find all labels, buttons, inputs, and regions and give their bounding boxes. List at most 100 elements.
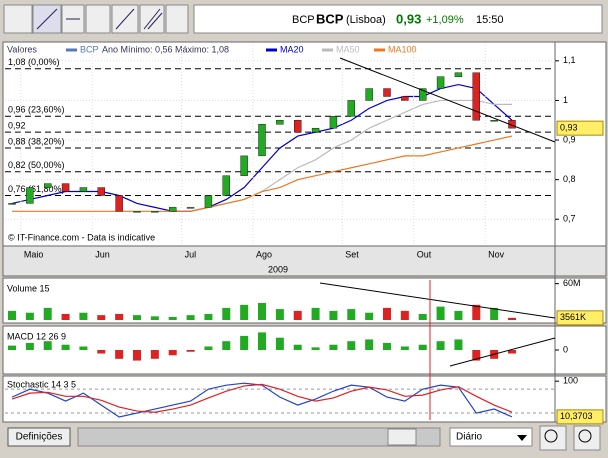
bar <box>472 350 481 361</box>
period-select[interactable] <box>449 427 533 447</box>
bar <box>61 344 70 350</box>
y-tick-label: 0,7 <box>563 214 576 224</box>
bar <box>186 315 195 320</box>
ma-line <box>11 83 513 212</box>
tool-fib[interactable] <box>85 4 111 34</box>
bar <box>8 345 16 350</box>
bar <box>329 344 338 350</box>
candle <box>347 100 355 117</box>
y-tick-label: 1 <box>563 95 568 105</box>
candle <box>115 195 123 212</box>
panel-title: Volume 15 <box>7 283 50 293</box>
scrollbar[interactable] <box>77 427 441 447</box>
plots: 1,1 1 0,9 0,8 0,7 1,08 (0,00%) 0,96 (23,60%) 0,… <box>5 44 604 425</box>
candle <box>401 96 409 101</box>
scroll-thumb[interactable] <box>387 428 417 446</box>
candle <box>79 187 88 192</box>
bar <box>347 341 356 350</box>
bar <box>222 307 231 320</box>
dropdown-arrow <box>517 435 527 441</box>
period-label: Diário <box>456 432 483 443</box>
candle <box>44 183 52 188</box>
candle <box>222 175 230 196</box>
bar <box>204 346 213 350</box>
bar <box>311 347 320 350</box>
bar <box>490 307 499 320</box>
trend-lines <box>319 57 556 367</box>
legend-label: Ano Mínimo: 0,56 Máximo: 1,08 <box>102 44 229 54</box>
y-tick-label: 60M <box>563 278 581 288</box>
symbol: BCP <box>292 14 315 26</box>
change: +1,09% <box>426 14 464 26</box>
bar <box>383 342 391 350</box>
settings-label: Definições <box>16 432 63 443</box>
bar <box>61 313 70 320</box>
bar <box>365 339 374 350</box>
price-tag-label: 3561K <box>560 312 586 322</box>
price-tag-label: 0,93 <box>560 123 578 133</box>
price-tag <box>556 310 604 326</box>
x-tick-label: Maio <box>24 249 44 259</box>
y-tick-label: 100 <box>563 376 578 386</box>
price: 0,93 <box>396 11 421 26</box>
candle <box>204 195 213 208</box>
x-tick-label: Jun <box>95 249 110 259</box>
bar <box>508 350 516 354</box>
x-axis-title: 2009 <box>268 264 288 274</box>
zoom-in-icon <box>578 429 592 443</box>
tool-zoom[interactable] <box>3 4 33 34</box>
candle <box>61 183 70 192</box>
panel-title: Stochastic 14 3 5 <box>7 379 76 389</box>
tool-delete[interactable] <box>165 4 189 34</box>
bar <box>258 303 266 320</box>
main-panel <box>2 41 607 247</box>
quote-header: BCP BCP (Lisboa) 0,93 +1,09% 15:50 <box>193 4 603 34</box>
candle <box>365 88 373 101</box>
toolbar <box>3 4 189 34</box>
x-tick-label: Set <box>345 249 359 259</box>
bar <box>275 337 284 350</box>
candle <box>329 116 338 129</box>
candle <box>151 211 159 213</box>
bar <box>275 309 284 320</box>
bar <box>347 309 356 320</box>
candle <box>258 123 266 157</box>
bar <box>115 350 124 359</box>
bar <box>258 332 266 350</box>
zoom-out-icon <box>544 429 558 443</box>
bar <box>115 313 124 320</box>
legend-label: Valores <box>7 44 37 54</box>
stoch-line <box>11 383 513 413</box>
ma-line <box>12 135 513 212</box>
bottom-bar: Definições Diário <box>7 425 601 451</box>
settings-button[interactable] <box>7 427 71 447</box>
candle <box>294 120 302 133</box>
candle <box>490 120 498 122</box>
zoom-out[interactable] <box>539 425 567 451</box>
bar <box>454 310 463 320</box>
bar <box>168 316 177 320</box>
bar <box>240 304 249 320</box>
candle <box>454 72 463 77</box>
bar <box>311 307 320 320</box>
bar <box>418 313 427 320</box>
bar <box>400 310 409 320</box>
quote-box <box>193 4 603 34</box>
x-tick-label: Nov <box>488 249 505 259</box>
exchange: (Lisboa) <box>346 14 386 26</box>
bar <box>240 335 249 350</box>
time: 15:50 <box>476 14 504 26</box>
x-tick-label: Jul <box>185 249 197 259</box>
y-tick-label: 1,1 <box>563 55 576 65</box>
candle <box>169 207 177 212</box>
bar <box>293 310 302 320</box>
fib-label: 0,88 (38,20%) <box>8 136 65 146</box>
zoom-in[interactable] <box>573 425 601 451</box>
y-tick-label: 0 <box>563 344 568 354</box>
candle <box>186 207 195 209</box>
bar <box>400 346 409 350</box>
candle <box>311 127 320 133</box>
bar <box>383 307 391 320</box>
bar <box>168 350 177 356</box>
bar <box>472 304 481 320</box>
